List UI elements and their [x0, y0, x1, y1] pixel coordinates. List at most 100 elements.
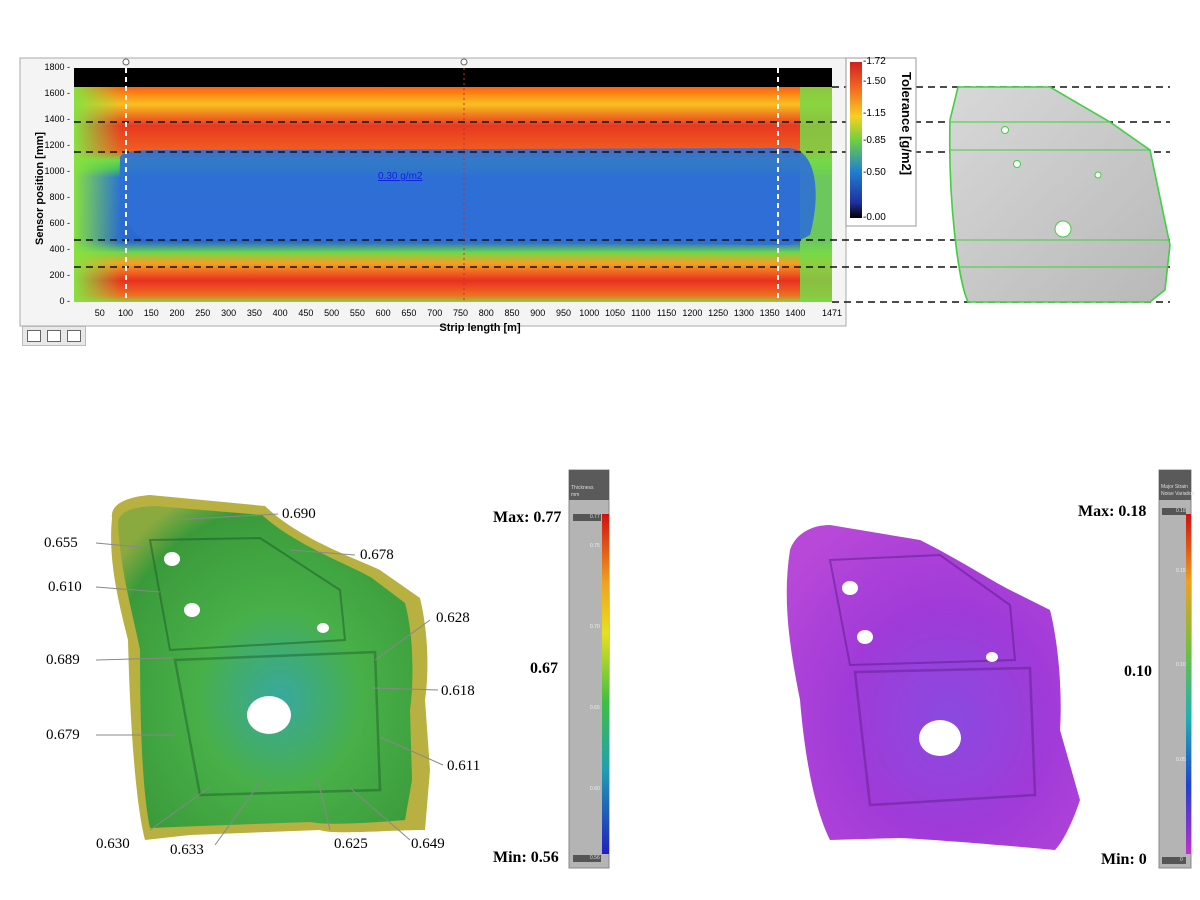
x-tick-label: 1350: [759, 308, 780, 318]
colorbar-tick-label: -0.85: [863, 134, 886, 146]
thickness-min-label: Min: 0.56: [493, 849, 559, 866]
thickness-bottom-value-box: [573, 855, 601, 862]
blank-holes: [1001, 126, 1102, 238]
thickness-colorbar-tick: 0.65: [590, 705, 600, 712]
thickness-colorbar-tick: 0.75: [590, 543, 600, 550]
heatmap-top-band: [74, 68, 832, 87]
strain-scale-header: [1159, 470, 1191, 500]
colorbar-tick-label: -1.15: [863, 107, 886, 119]
marker-handle-center[interactable]: [460, 58, 468, 66]
thickness-colorbar-tick: 0.60: [590, 786, 600, 793]
export-icon[interactable]: [67, 330, 81, 342]
thickness-point-label: 0.630: [96, 836, 130, 852]
thickness-holes: [164, 552, 329, 734]
x-tick-label: 200: [169, 308, 185, 318]
colorbar-label: Tolerance [g/m2]: [899, 72, 914, 176]
strain-max-label: Max: 0.18: [1078, 503, 1147, 520]
thickness-point-label: 0.690: [282, 506, 316, 522]
strain-bottom-value-box: [1162, 857, 1186, 864]
thickness-bottom-value: 0.56: [590, 855, 600, 861]
y-tick-label: 200 -: [49, 270, 70, 280]
strain-bottom-value: 0: [1180, 857, 1183, 863]
thickness-point-label: 0.633: [170, 842, 204, 858]
x-tick-label: 150: [143, 308, 159, 318]
x-tick-label: 700: [427, 308, 443, 318]
blank-section-lines: [950, 121, 1168, 268]
heatmap-annotation[interactable]: 0.30 g/m2: [378, 171, 423, 182]
tools-icon[interactable]: [47, 330, 61, 342]
x-tick-label: 750: [452, 308, 468, 318]
thickness-point-label: 0.611: [447, 758, 481, 774]
thickness-inner-rib: [148, 536, 347, 652]
x-axis-label: Strip length [m]: [439, 322, 521, 334]
thickness-point-label: 0.649: [411, 836, 445, 852]
x-tick-label: 550: [349, 308, 365, 318]
y-tick-label: 1400 -: [44, 114, 70, 124]
x-tick-label: 1400: [785, 308, 806, 318]
marker-handle-left[interactable]: [122, 58, 130, 66]
thickness-point-label: 0.618: [441, 683, 475, 699]
strain-part: [786, 525, 1080, 850]
thickness-top-value: 0.77: [590, 514, 600, 520]
thickness-pocket: [173, 650, 382, 797]
y-tick-label: 1800 -: [44, 62, 70, 72]
y-tick-label: 0 -: [59, 296, 70, 306]
heatmap-left-edge: [74, 87, 122, 302]
blank-outline: [948, 86, 1171, 303]
x-tick-label: 1250: [708, 308, 729, 318]
thickness-colorbar: [602, 514, 609, 854]
view-toolbar: [22, 326, 86, 346]
thickness-max-label: Max: 0.77: [493, 509, 562, 526]
colorbar-tick-label: -0.00: [863, 212, 886, 223]
thickness-header-line1: Thickness: [571, 485, 594, 491]
x-tick-label: 850: [504, 308, 520, 318]
x-tick-label: 500: [324, 308, 340, 318]
x-tick-label: 400: [272, 308, 288, 318]
x-tick-label: 100: [118, 308, 134, 318]
y-tick-label: 600 -: [49, 218, 70, 228]
thickness-point-label: 0.610: [48, 579, 82, 595]
thickness-point-label: 0.678: [360, 547, 394, 563]
strip-markers: [125, 68, 779, 302]
x-tick-label: 250: [195, 308, 211, 318]
x-tick-label: 1100: [631, 308, 651, 318]
strain-colorbar: [1186, 514, 1191, 854]
x-tick-label: 650: [401, 308, 417, 318]
thickness-point-label: 0.655: [44, 535, 78, 551]
thickness-mid-label: 0.67: [530, 660, 558, 677]
strain-colorbar-tick: 0.05: [1176, 756, 1186, 763]
y-tick-label: 1600 -: [44, 88, 70, 98]
x-tick-label: 1471: [821, 308, 843, 318]
thickness-header-text: Thickness mm: [571, 485, 594, 499]
strain-mid-label: 0.10: [1124, 663, 1152, 680]
strain-min-label: Min: 0: [1101, 851, 1147, 868]
y-axis-label: Sensor position [mm]: [34, 131, 46, 245]
x-tick-label: 1050: [605, 308, 626, 318]
colorbar-tick-label: -0.50: [863, 166, 886, 178]
thickness-colorbar-tick: 0.70: [590, 624, 600, 631]
strain-holes: [842, 581, 998, 756]
thickness-point-label: 0.628: [436, 610, 470, 626]
strain-colorbar-tick: 0.10: [1176, 662, 1186, 669]
x-tick-label: 50: [94, 308, 105, 318]
x-tick-label: 800: [478, 308, 494, 318]
thickness-scale-header: [569, 470, 609, 500]
strain-colorbar-tick: 0.15: [1176, 567, 1186, 574]
thickness-point-label: 0.679: [46, 727, 80, 743]
thickness-top-value-box: [573, 514, 601, 521]
x-tick-label: 300: [221, 308, 237, 318]
x-tick-label: 350: [246, 308, 262, 318]
y-tick-label: 400 -: [49, 244, 70, 254]
x-tick-label: 450: [298, 308, 314, 318]
strain-pocket: [853, 666, 1037, 807]
thickness-part: [118, 506, 413, 828]
x-tick-label: 1150: [656, 308, 677, 318]
colorbar: [850, 62, 862, 218]
strain-header-line1: Major Strain: [1161, 484, 1188, 490]
y-tick-label: 1200 -: [44, 140, 70, 150]
grid-view-icon[interactable]: [27, 330, 41, 342]
thickness-point-label: 0.625: [334, 836, 368, 852]
thickness-point-label: 0.689: [46, 652, 80, 668]
heatmap-blue-core: [119, 148, 816, 245]
